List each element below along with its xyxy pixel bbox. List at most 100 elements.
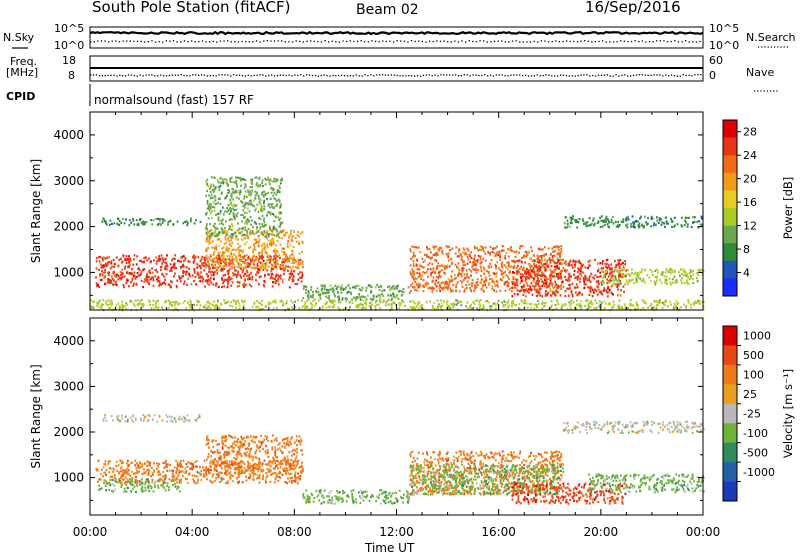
heatmap-cell <box>698 220 700 222</box>
heatmap-cell <box>367 294 369 296</box>
heatmap-cell <box>266 256 268 258</box>
heatmap-cell <box>466 287 468 289</box>
heatmap-cell <box>196 304 198 306</box>
heatmap-cell <box>249 191 251 193</box>
heatmap-cell <box>221 191 223 193</box>
heatmap-cell <box>450 258 452 260</box>
noise-search-dot <box>260 41 261 42</box>
noise-search-dot <box>490 41 491 42</box>
heatmap-cell <box>229 213 231 215</box>
heatmap-cell <box>534 260 536 262</box>
heatmap-cell <box>637 307 639 309</box>
heatmap-cell <box>445 267 447 269</box>
heatmap-cell <box>120 271 122 273</box>
heatmap-cell <box>599 262 601 264</box>
heatmap-cell <box>675 300 677 302</box>
heatmap-cell <box>261 182 263 184</box>
heatmap-cell <box>619 281 621 283</box>
heatmap-cell <box>470 270 472 272</box>
heatmap-cell <box>212 206 214 208</box>
noise-search-dot <box>141 41 142 42</box>
heatmap-cell <box>630 223 632 225</box>
heatmap-cell <box>223 213 225 215</box>
nave-dot <box>108 75 109 76</box>
heatmap-cell <box>268 240 270 242</box>
heatmap-cell <box>308 290 310 292</box>
heatmap-cell <box>265 306 267 308</box>
heatmap-cell <box>504 283 506 285</box>
heatmap-cell <box>227 248 229 250</box>
heatmap-cell <box>207 276 209 278</box>
heatmap-cell <box>493 252 495 254</box>
heatmap-cell <box>387 294 389 296</box>
heatmap-cell <box>601 263 603 265</box>
heatmap-cell <box>616 280 618 282</box>
heatmap-cell <box>447 246 449 248</box>
heatmap-cell <box>561 245 563 247</box>
heatmap-cell <box>518 252 520 254</box>
heatmap-cell <box>376 296 378 298</box>
heatmap-cell <box>223 478 225 480</box>
heatmap-cell <box>538 303 540 305</box>
heatmap-cell <box>361 289 363 291</box>
colorbar-swatch <box>723 120 737 138</box>
noise-search-dot <box>335 41 336 42</box>
heatmap-cell <box>222 251 224 253</box>
nave-dot <box>359 75 360 76</box>
heatmap-cell <box>366 287 368 289</box>
noise-search-dot <box>508 41 509 42</box>
heatmap-cell <box>541 257 543 259</box>
heatmap-cell <box>580 307 582 309</box>
heatmap-cell <box>158 487 160 489</box>
heatmap-cell <box>128 255 130 257</box>
heatmap-cell <box>579 303 581 305</box>
noise-search-dot <box>436 40 437 41</box>
heatmap-cell <box>252 230 254 232</box>
heatmap-cell <box>571 264 573 266</box>
heatmap-cell <box>444 283 446 285</box>
heatmap-cell <box>398 298 400 300</box>
heatmap-cell <box>156 278 158 280</box>
heatmap-cell <box>421 276 423 278</box>
heatmap-cell <box>378 286 380 288</box>
heatmap-cell <box>227 281 229 283</box>
heatmap-cell <box>409 271 411 273</box>
heatmap-cell <box>271 275 273 277</box>
heatmap-cell <box>162 282 164 284</box>
nave-dot <box>674 75 675 76</box>
heatmap-cell <box>599 272 601 274</box>
heatmap-cell <box>333 293 335 295</box>
heatmap-cell <box>383 299 385 301</box>
heatmap-cell <box>166 485 168 487</box>
heatmap-cell <box>235 209 237 211</box>
heatmap-cell <box>597 294 599 296</box>
heatmap-cell <box>611 219 613 221</box>
heatmap-cell <box>259 276 261 278</box>
heatmap-cell <box>175 486 177 488</box>
heatmap-cell <box>152 304 154 306</box>
nave-dot <box>254 75 255 76</box>
heatmap-cell <box>467 276 469 278</box>
heatmap-cell <box>143 261 145 263</box>
heatmap-cell <box>544 246 546 248</box>
heatmap-cell <box>515 260 517 262</box>
heatmap-cell <box>503 306 505 308</box>
heatmap-cell <box>164 219 166 221</box>
heatmap-cell <box>207 235 209 237</box>
heatmap-cell <box>607 269 609 271</box>
heatmap-cell <box>564 222 566 224</box>
heatmap-cell <box>399 304 401 306</box>
heatmap-cell <box>574 266 576 268</box>
heatmap-cell <box>137 304 139 306</box>
heatmap-cell <box>678 271 680 273</box>
heatmap-cell <box>104 257 106 259</box>
heatmap-cell <box>205 280 207 282</box>
heatmap-cell <box>151 486 153 488</box>
heatmap-cell <box>674 276 676 278</box>
heatmap-cell <box>697 269 699 271</box>
heatmap-cell <box>596 285 598 287</box>
heatmap-cell <box>190 220 192 222</box>
heatmap-cell <box>419 251 421 253</box>
heatmap-cell <box>250 272 252 274</box>
heatmap-cell <box>264 246 266 248</box>
